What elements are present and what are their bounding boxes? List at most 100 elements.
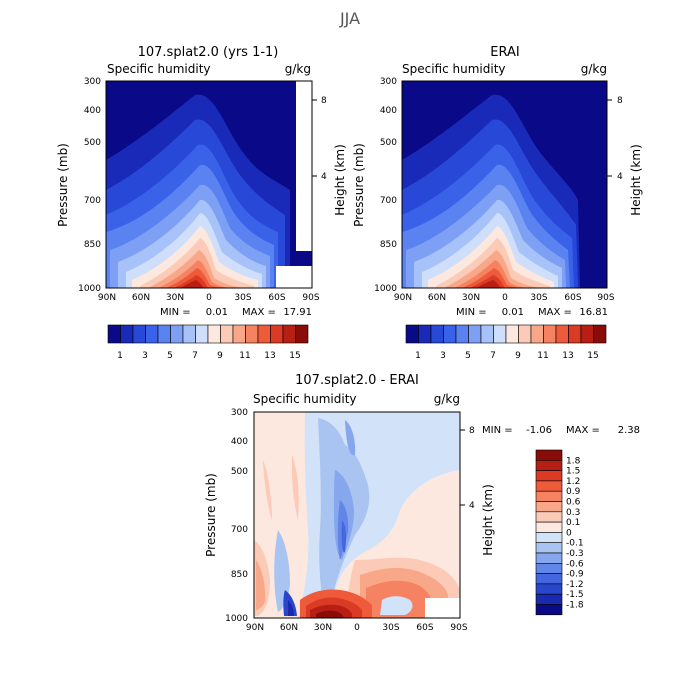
colorbar-label: 11 [239, 351, 250, 361]
min-label: MIN = [160, 307, 191, 318]
colorbar-swatch [157, 324, 171, 344]
colorbar-label: -0.3 [566, 549, 584, 559]
colorbar-swatch [535, 604, 563, 616]
y-tick-label: 1000 [374, 284, 397, 294]
y-tick-label: 700 [84, 196, 101, 206]
colorbar-swatch [535, 532, 563, 544]
colorbar-swatch [107, 324, 121, 344]
y-tick-label: 700 [231, 525, 248, 535]
colorbar-swatch [535, 459, 563, 471]
panel-erai-subtitle-left: Specific humidity [402, 62, 506, 76]
colorbar-label: 15 [587, 351, 598, 361]
colorbar-swatch [295, 324, 309, 344]
panel-model-right-ticks: 8 4 [312, 96, 327, 182]
panel-diff-frame [253, 411, 461, 619]
min-label: MIN = [456, 307, 487, 318]
panel-erai-ylabel: Pressure (mb) [352, 143, 366, 227]
colorbar-swatch [543, 324, 557, 344]
colorbar-label: -1.8 [566, 601, 584, 611]
y-tick-label: 500 [231, 467, 248, 477]
colorbar-label: 1 [117, 351, 123, 361]
colorbar-label: 3 [440, 351, 446, 361]
colorbar-swatch [493, 324, 507, 344]
panel-erai-y-ticks: 300 400 500 700 850 1000 [374, 77, 397, 294]
colorbar-swatch [207, 324, 221, 344]
colorbar-label: 1.8 [566, 456, 581, 466]
colorbar-label: 5 [465, 351, 471, 361]
colorbar-swatch [430, 324, 444, 344]
height-tick-label: 8 [469, 426, 475, 436]
colorbar-swatch [245, 324, 259, 344]
panel-diff-ylabel: Pressure (mb) [204, 473, 218, 557]
y-tick-label: 300 [231, 408, 248, 418]
x-tick-label: 30S [382, 623, 399, 633]
x-tick-label: 30N [166, 293, 184, 303]
panel-model-title: 107.splat2.0 (yrs 1-1) [138, 45, 279, 60]
panel-diff-colorbar-labels: 1.81.51.20.90.60.30.10-0.1-0.3-0.6-0.9-1… [566, 456, 584, 610]
min-value: 0.01 [502, 307, 524, 318]
panel-erai-right-ticks: 8 4 [607, 96, 623, 182]
colorbar-swatch [530, 324, 544, 344]
x-tick-label: 30S [234, 293, 251, 303]
x-tick-label: 30N [462, 293, 480, 303]
panel-erai-subtitle-right: g/kg [581, 62, 607, 76]
colorbar-swatch [580, 324, 594, 344]
panel-erai-heatmap [402, 81, 607, 289]
panel-erai-colorbar-labels: 1 3 5 7 9 11 13 15 [415, 351, 599, 361]
colorbar-label: 9 [515, 351, 521, 361]
colorbar-swatch [120, 324, 134, 344]
x-tick-label: 90S [450, 623, 467, 633]
height-tick-label: 4 [469, 501, 475, 511]
colorbar-swatch [535, 501, 563, 513]
x-tick-label: 0 [502, 293, 508, 303]
colorbar-label: 0.1 [566, 518, 580, 528]
colorbar-label: 11 [537, 351, 548, 361]
colorbar-label: 0.9 [566, 487, 581, 497]
panel-diff: 107.splat2.0 - ERAI Specific humidity g/… [204, 373, 640, 633]
height-tick-label: 4 [617, 172, 623, 182]
colorbar-swatch [505, 324, 519, 344]
panel-erai-title: ERAI [490, 45, 519, 60]
colorbar-swatch [270, 324, 284, 344]
colorbar-label: -0.6 [566, 559, 584, 569]
max-label: MAX = [566, 425, 600, 436]
colorbar-swatch [405, 324, 419, 344]
panel-diff-x-ticks: 90N 60N 30N 0 30S 60S 90S [246, 623, 468, 633]
colorbar-label: -0.9 [566, 570, 584, 580]
y-tick-label: 1000 [225, 614, 248, 624]
panel-model-ylabel-right: Height (km) [333, 144, 347, 215]
x-tick-label: 30N [314, 623, 332, 633]
x-tick-label: 90N [394, 293, 412, 303]
colorbar-swatch [535, 521, 563, 533]
y-tick-label: 700 [380, 196, 397, 206]
panel-erai-ylabel-right: Height (km) [629, 144, 643, 215]
colorbar-swatch [535, 562, 563, 574]
colorbar-label: 7 [490, 351, 496, 361]
x-tick-label: 60N [132, 293, 150, 303]
colorbar-swatch [535, 490, 563, 502]
panel-diff-subtitle-right: g/kg [434, 392, 460, 406]
y-tick-label: 500 [380, 138, 397, 148]
y-tick-label: 300 [380, 77, 397, 87]
y-tick-label: 1000 [78, 284, 101, 294]
y-tick-label: 850 [380, 240, 397, 250]
colorbar-swatch [182, 324, 196, 344]
panel-diff-subtitle-left: Specific humidity [253, 392, 357, 406]
y-tick-label: 400 [380, 106, 397, 116]
colorbar-swatch [535, 511, 563, 523]
y-tick-label: 300 [84, 77, 101, 87]
panel-diff-title: 107.splat2.0 - ERAI [295, 373, 419, 388]
colorbar-swatch [145, 324, 159, 344]
panel-erai-colorbar [405, 324, 607, 344]
height-tick-label: 4 [321, 172, 327, 182]
panel-model-colorbar-labels: 1 3 5 7 9 11 13 15 [117, 351, 301, 361]
panel-model-y-ticks: 300 400 500 700 850 1000 [78, 77, 101, 294]
panel-model-frame [105, 80, 313, 289]
panel-diff-colorbar [535, 449, 563, 616]
colorbar-label: 0.3 [566, 508, 580, 518]
x-tick-label: 60N [280, 623, 298, 633]
panel-model: 107.splat2.0 (yrs 1-1) Specific humidity… [56, 45, 347, 361]
max-value: 17.91 [283, 307, 312, 318]
panel-model-heatmap [106, 81, 312, 289]
